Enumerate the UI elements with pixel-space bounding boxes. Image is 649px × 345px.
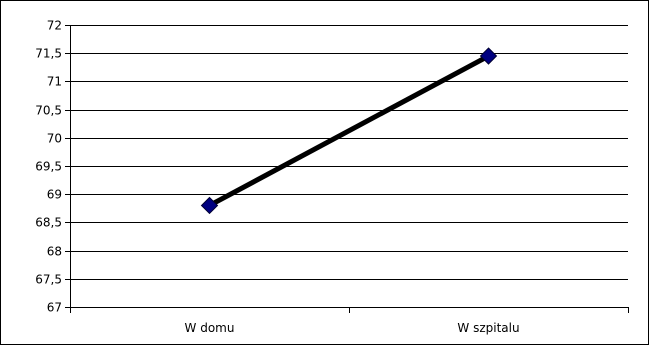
axes bbox=[65, 25, 629, 313]
y-tick-label: 69,5 bbox=[35, 160, 62, 174]
y-axis-tick-labels: 67 67,5 68 68,5 69 69,5 70 70,5 71 71,5 72 bbox=[35, 19, 62, 315]
x-axis-tick-labels: W domu W szpitalu bbox=[185, 321, 520, 335]
data-point-marker bbox=[200, 196, 219, 215]
y-tick-label: 69 bbox=[47, 188, 62, 202]
gridlines bbox=[70, 25, 628, 280]
x-tick-label: W domu bbox=[185, 321, 235, 335]
y-tick-label: 72 bbox=[47, 19, 62, 33]
y-tick-label: 67 bbox=[47, 301, 62, 315]
y-tick-label: 71,5 bbox=[35, 47, 62, 61]
y-tick-label: 70,5 bbox=[35, 104, 62, 118]
y-tick-label: 70 bbox=[47, 132, 62, 146]
y-tick-label: 67,5 bbox=[35, 273, 62, 287]
y-tick-label: 71 bbox=[47, 75, 62, 89]
series-line bbox=[208, 53, 490, 208]
data-point-marker bbox=[479, 47, 498, 65]
series-group bbox=[200, 47, 498, 215]
x-tick-label: W szpitalu bbox=[457, 321, 519, 335]
y-tick-label: 68 bbox=[47, 245, 62, 259]
y-tick-label: 68,5 bbox=[35, 216, 62, 230]
